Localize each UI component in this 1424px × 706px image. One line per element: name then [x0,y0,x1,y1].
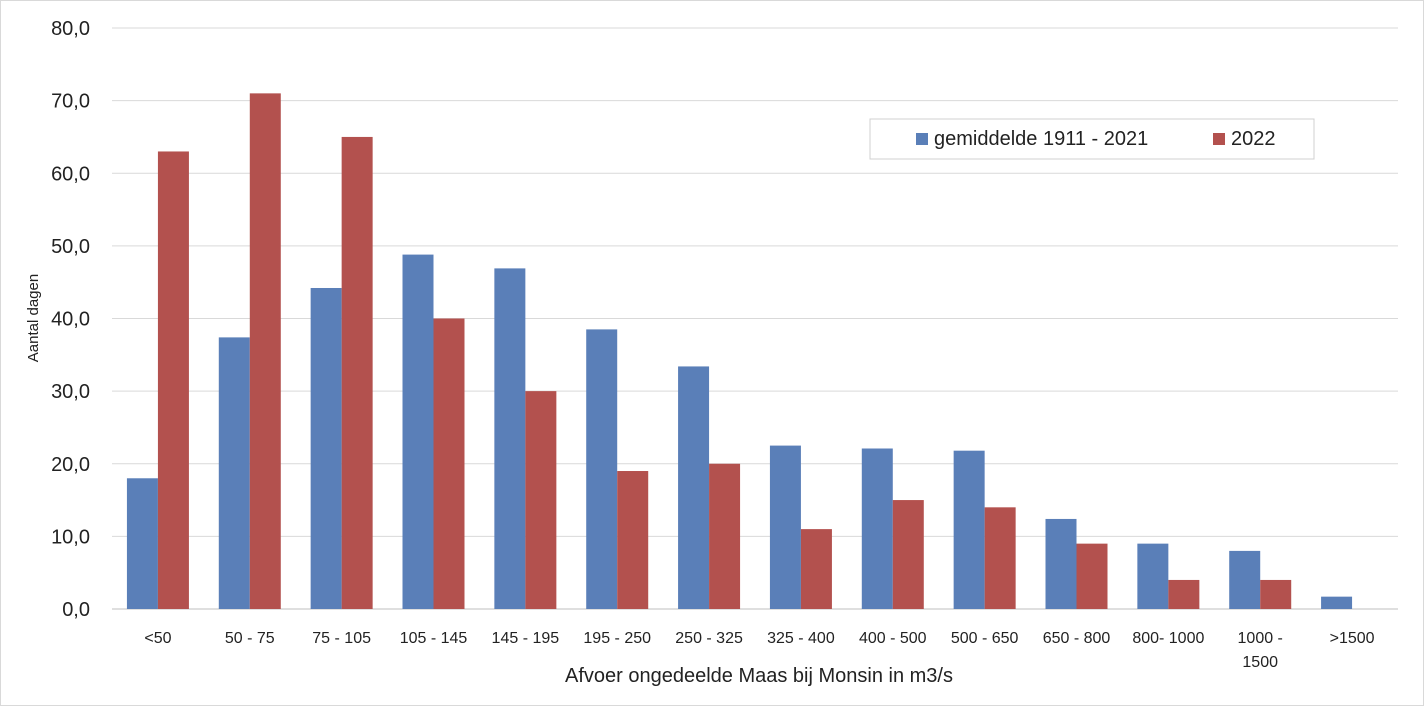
bar-gemiddelde [586,329,618,609]
bar-2022 [157,151,189,609]
legend-swatch-gemiddelde [916,133,928,145]
x-tick-label: 650 - 800 [1043,630,1111,647]
bar-gemiddelde [861,448,893,609]
bar-2022 [892,500,924,609]
legend-label-2022: 2022 [1231,128,1276,150]
bar-2022 [249,93,281,610]
x-tick-label: 1500 [1242,654,1278,671]
bar-gemiddelde [218,337,250,609]
x-tick-label: 75 - 105 [312,630,371,647]
x-tick-label: 800- 1000 [1132,630,1204,647]
x-tick-label: 105 - 145 [400,630,468,647]
x-tick-label: 400 - 500 [859,630,927,647]
bar-gemiddelde [1045,518,1077,609]
bar-2022 [433,318,465,609]
bar-gemiddelde [402,254,434,609]
y-tick-label: 30,0 [51,381,90,403]
x-tick-label: 1000 - [1238,630,1283,647]
bars [126,93,1353,610]
bar-2022 [800,529,832,609]
legend: gemiddelde 1911 - 2021 2022 [869,118,1315,160]
x-axis-title: Afvoer ongedeelde Maas bij Monsin in m3/… [565,665,953,687]
bar-2022 [1076,543,1108,609]
legend-box [869,118,1315,160]
x-tick-label: 250 - 325 [675,630,743,647]
bar-2022 [1260,579,1292,609]
bar-2022 [341,136,373,609]
x-axis-ticks: <50 50 - 75 75 - 105 105 - 145 145 - 195 195 … [144,630,1374,671]
bar-2022 [709,463,741,609]
bar-2022 [525,391,557,609]
bar-2022 [617,471,649,609]
bar-gemiddelde [494,268,526,609]
x-tick-label: 145 - 195 [492,630,560,647]
bar-gemiddelde [1229,550,1261,609]
legend-label-gemiddelde: gemiddelde 1911 - 2021 [934,128,1148,150]
bar-gemiddelde [769,445,801,609]
bar-gemiddelde [678,366,710,609]
y-tick-label: 0,0 [62,599,90,621]
x-tick-label: 325 - 400 [767,630,835,647]
y-tick-label: 50,0 [51,236,90,258]
x-tick-label: >1500 [1330,630,1375,647]
bar-2022 [1168,579,1200,609]
y-tick-label: 70,0 [51,91,90,113]
x-tick-label: 50 - 75 [225,630,275,647]
bar-gemiddelde [126,478,158,609]
bar-gemiddelde [1321,596,1353,609]
bar-gemiddelde [310,287,342,609]
y-tick-label: 80,0 [51,18,90,40]
y-axis-title: Aantal dagen [25,274,42,362]
bar-2022 [984,507,1016,609]
y-tick-label: 10,0 [51,526,90,548]
y-axis-ticks: 0,0 10,0 20,0 30,0 40,0 50,0 60,0 70,0 80,0 [51,18,90,621]
x-tick-label: 195 - 250 [583,630,651,647]
bar-gemiddelde [1137,543,1169,609]
y-tick-label: 20,0 [51,454,90,476]
legend-swatch-2022 [1213,133,1225,145]
y-tick-label: 40,0 [51,309,90,331]
x-tick-label: <50 [144,630,171,647]
bar-gemiddelde [953,450,985,609]
y-tick-label: 60,0 [51,163,90,185]
x-tick-label: 500 - 650 [951,630,1019,647]
